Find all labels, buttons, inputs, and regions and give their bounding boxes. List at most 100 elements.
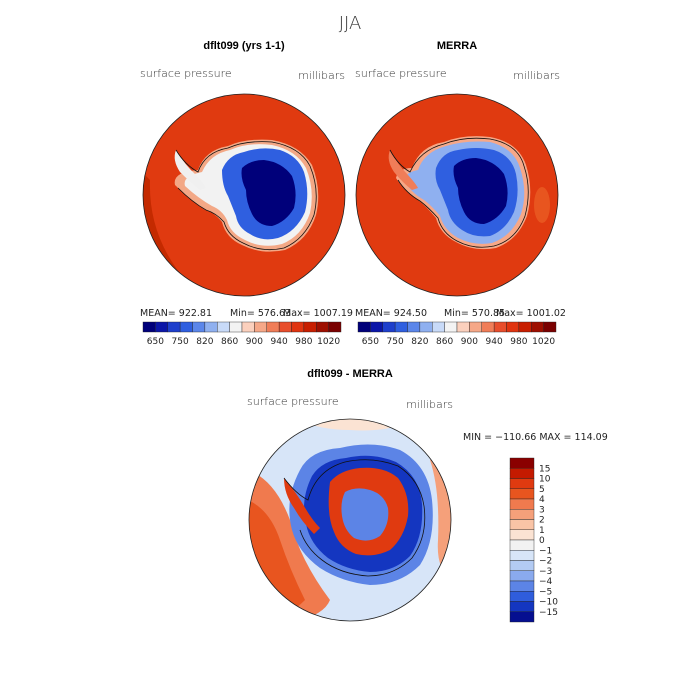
colorbar-tick-label: −1 <box>539 546 552 556</box>
panel-difference-variable: surface pressure <box>247 395 339 408</box>
panel-model: dflt099 (yrs 1-1) surface pressure milli… <box>140 40 353 347</box>
colorbar-tick-label: 940 <box>271 337 288 347</box>
colorbar-swatch <box>509 580 535 592</box>
colorbar-swatch <box>266 321 280 333</box>
colorbar-swatch <box>316 321 329 333</box>
colorbar-tick-label: −10 <box>539 598 558 608</box>
colorbar-swatch <box>167 321 181 333</box>
colorbar-tick-label: −15 <box>539 608 558 618</box>
panel-model-variable: surface pressure <box>140 67 232 80</box>
colorbar-swatch <box>217 321 230 333</box>
panel-reanalysis-variable: surface pressure <box>355 67 447 80</box>
colorbar-swatch <box>509 519 535 530</box>
panel-model-title: dflt099 (yrs 1-1) <box>203 40 285 52</box>
colorbar-swatch <box>407 321 421 333</box>
colorbar-swatch <box>419 321 433 333</box>
colorbar-tick-label: −5 <box>539 587 552 597</box>
colorbar-tick-label: 1020 <box>532 337 555 347</box>
panel-model-max: Max= 1007.19 <box>283 308 353 319</box>
colorbar-swatch <box>509 570 535 582</box>
colorbar-swatch <box>481 321 495 333</box>
colorbar-swatch <box>509 488 535 500</box>
colorbar-swatch <box>204 321 218 333</box>
panel-reanalysis: MERRA surface pressure millibars MEAN= 9… <box>355 40 566 347</box>
colorbar-swatch <box>518 321 532 333</box>
colorbar-tick-label: 1020 <box>317 337 340 347</box>
colorbar-swatch <box>192 321 206 333</box>
season-title: JJA <box>339 13 362 34</box>
colorbar-tick-label: 0 <box>539 536 545 546</box>
colorbar-swatch <box>531 321 544 333</box>
ocean-high-region <box>534 187 550 223</box>
colorbar-swatch <box>509 601 535 612</box>
colorbar-swatch <box>370 321 383 333</box>
map-model-border <box>142 93 346 297</box>
colorbar-tick-label: 820 <box>411 337 428 347</box>
colorbar-tick-label: −2 <box>539 557 552 567</box>
land-high <box>453 158 508 224</box>
colorbar-swatch <box>509 457 535 469</box>
colorbar-swatch <box>509 478 535 489</box>
map-difference-border <box>248 418 452 622</box>
colorbar-swatch <box>506 321 520 333</box>
colorbar-tick-label: 980 <box>510 337 527 347</box>
colorbar-tick-label: 10 <box>539 475 551 485</box>
colorbar-swatch <box>241 321 255 333</box>
colorbar-tick-label: 1 <box>539 526 545 536</box>
colorbar-swatch <box>229 321 243 333</box>
colorbar-swatch <box>432 321 445 333</box>
colorbar-tick-label: 650 <box>362 337 379 347</box>
colorbar-swatch <box>493 321 507 333</box>
colorbar-tick-label: 3 <box>539 505 545 515</box>
colorbar-swatch <box>155 321 168 333</box>
colorbar-tick-label: 650 <box>147 337 164 347</box>
colorbar-swatch <box>509 468 535 479</box>
colorbar-tick-label: 820 <box>196 337 213 347</box>
colorbar-swatch <box>303 321 317 333</box>
colorbar-swatch <box>509 591 535 602</box>
colorbar-swatch <box>328 321 342 333</box>
panel-reanalysis-title: MERRA <box>437 40 477 52</box>
colorbar-tick-label: −4 <box>539 577 553 587</box>
colorbar-swatch <box>357 321 371 333</box>
colorbar-tick-label: −3 <box>539 567 552 577</box>
panel-model-units: millibars <box>298 69 345 82</box>
panel-difference-units: millibars <box>406 398 453 411</box>
panel-difference: dflt099 - MERRA surface pressure milliba… <box>247 368 608 623</box>
panel-reanalysis-mean: MEAN= 924.50 <box>355 308 427 319</box>
panel-reanalysis-units: millibars <box>513 69 560 82</box>
colorbar-tick-label: 2 <box>539 516 545 526</box>
panel-difference-minmax: MIN = −110.66 MAX = 114.09 <box>463 432 608 443</box>
colorbar-tick-label: 900 <box>461 337 478 347</box>
panel-reanalysis-max: Max= 1001.02 <box>496 308 566 319</box>
colorbar-swatch <box>509 498 535 510</box>
land-high <box>241 160 296 226</box>
colorbar-swatch <box>179 321 193 333</box>
colorbar-swatch <box>456 321 470 333</box>
colorbar-tick-label: 860 <box>221 337 238 347</box>
colorbar-tick-label: 15 <box>539 464 550 474</box>
colorbar-swatch <box>509 560 535 571</box>
coastline <box>283 459 426 577</box>
colorbar-swatch <box>394 321 408 333</box>
panel-reanalysis-min: Min= 570.85 <box>444 308 505 319</box>
colorbar-tick-label: 980 <box>295 337 312 347</box>
diff-peninsula <box>284 478 320 534</box>
colorbar-swatch <box>509 550 535 561</box>
map-model <box>143 94 345 296</box>
colorbar-swatch <box>291 321 305 333</box>
colorbar-swatch <box>543 321 557 333</box>
map-reanalysis <box>356 94 558 296</box>
panel-model-mean: MEAN= 922.81 <box>140 308 212 319</box>
colorbar-reanalysis: 650 750 820 860 900 940 980 1020 <box>357 321 557 347</box>
map-reanalysis-border <box>355 93 559 297</box>
colorbar-tick-label: 750 <box>387 337 404 347</box>
colorbar-swatch <box>509 509 535 520</box>
diff-interior-detail <box>341 488 389 541</box>
peninsula <box>388 150 418 190</box>
colorbar-tick-label: 940 <box>486 337 503 347</box>
panel-difference-title: dflt099 - MERRA <box>307 368 393 380</box>
colorbar-tick-label: 5 <box>539 485 545 495</box>
peninsula <box>174 150 206 190</box>
